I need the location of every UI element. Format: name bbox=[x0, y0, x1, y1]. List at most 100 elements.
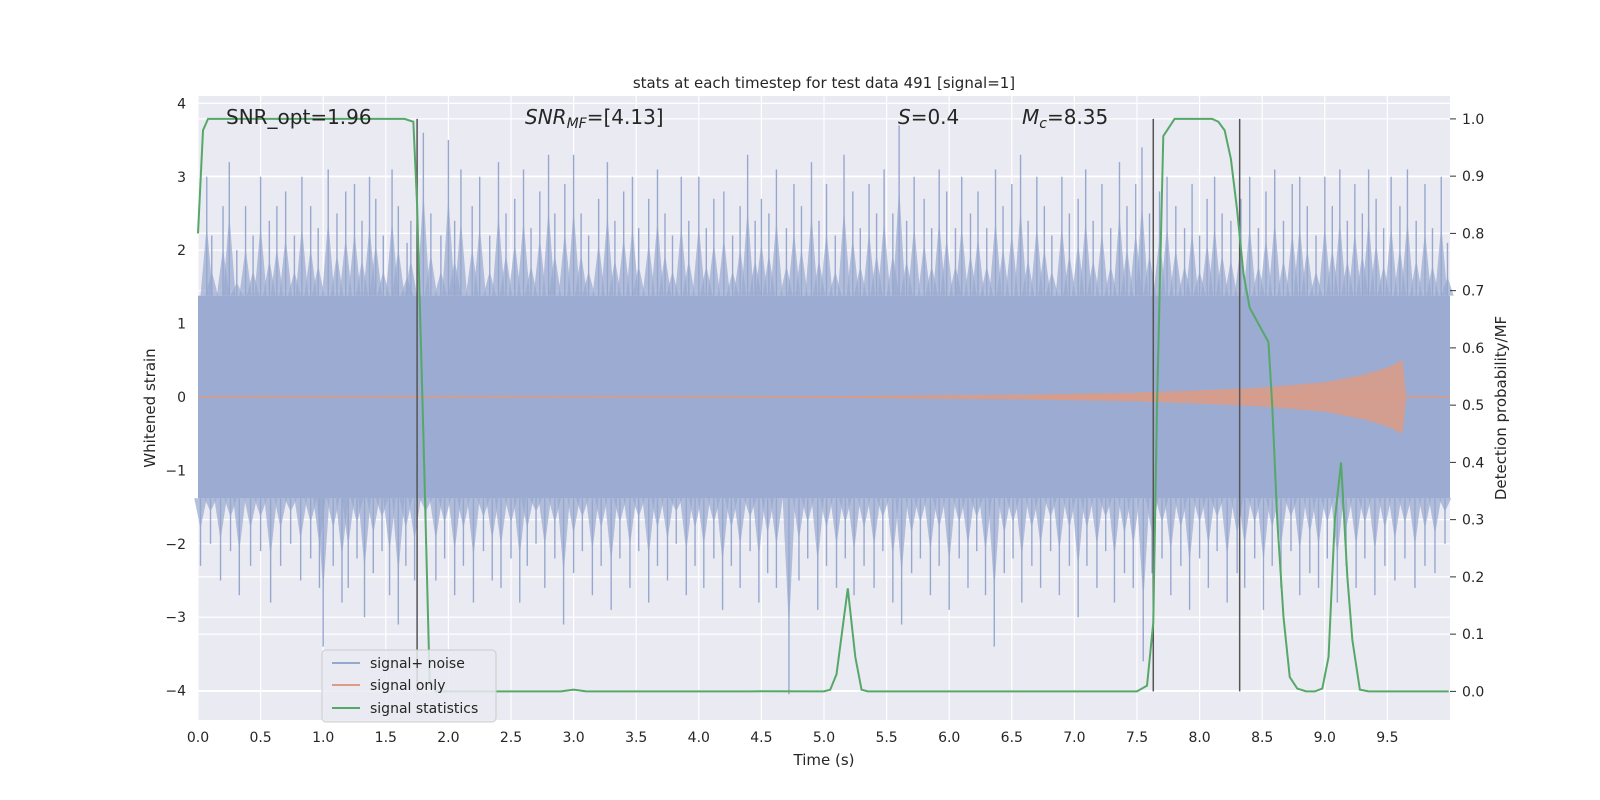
noise-spike-fill bbox=[574, 253, 588, 296]
noise-spike-fill bbox=[1238, 498, 1251, 546]
noise-spike-fill bbox=[792, 498, 806, 541]
y-right-tick-label: 0.0 bbox=[1462, 684, 1484, 700]
noise-spike-fill bbox=[321, 219, 335, 296]
noise-spike-fill bbox=[651, 219, 664, 296]
y-tick-label: −2 bbox=[165, 537, 186, 553]
noise-spike-fill bbox=[404, 259, 418, 296]
noise-spike-fill bbox=[521, 498, 534, 529]
noise-spike-fill bbox=[998, 498, 1011, 535]
noise-spike-fill bbox=[567, 498, 580, 535]
noise-spike-fill bbox=[1183, 498, 1196, 564]
noise-spike-fill bbox=[1368, 498, 1382, 552]
noise-spike-fill bbox=[1071, 498, 1085, 569]
statistics-line bbox=[197, 117, 1449, 693]
noise-spike-fill bbox=[1215, 253, 1229, 296]
noise-spike-fill bbox=[1118, 498, 1131, 535]
noise-spike-fill bbox=[988, 498, 1001, 592]
noise-spike-fill bbox=[1312, 498, 1325, 546]
noise-spike-fill bbox=[608, 259, 622, 296]
y-tick-label: 3 bbox=[177, 170, 186, 186]
noise-spike-fill bbox=[658, 253, 672, 296]
noise-spike-fill bbox=[339, 236, 352, 296]
noise-spike-fill bbox=[1274, 498, 1288, 546]
noise-spike-fill bbox=[417, 190, 430, 296]
x-tick-label: 5.5 bbox=[875, 730, 897, 746]
noise-spike-fill bbox=[557, 498, 570, 575]
noise-spike-fill bbox=[304, 498, 317, 523]
noise-spike-fill bbox=[304, 248, 317, 296]
noise-spike-fill bbox=[399, 498, 413, 529]
noise-spike-fill bbox=[1426, 265, 1439, 296]
y-tick-label: 4 bbox=[177, 96, 186, 112]
noise-spike-fill bbox=[886, 498, 900, 558]
y-tick-label: 0 bbox=[177, 390, 186, 406]
y-right-tick-label: 0.4 bbox=[1462, 455, 1484, 471]
noise-spike-fill bbox=[1348, 230, 1362, 296]
signal-statistics-series bbox=[197, 117, 1449, 693]
x-tick-label: 8.0 bbox=[1188, 730, 1210, 746]
noise-spike-fill bbox=[284, 498, 297, 512]
noise-spike-fill bbox=[697, 498, 711, 546]
noise-spike-fill bbox=[533, 236, 547, 296]
noise-spike-fill bbox=[369, 242, 383, 296]
noise-spike-fill bbox=[1224, 259, 1238, 296]
noise-spike-fill bbox=[651, 498, 664, 529]
noise-spike-fill bbox=[270, 248, 284, 296]
noise-spike-fill bbox=[316, 498, 330, 592]
x-tick-label: 3.0 bbox=[562, 730, 584, 746]
noise-spike-fill bbox=[513, 498, 527, 558]
y-right-tick-label: 1.0 bbox=[1462, 112, 1484, 128]
legend-label-signal: signal only bbox=[370, 678, 445, 694]
y-right-tick-label: 0.6 bbox=[1462, 341, 1484, 357]
noise-spike-fill bbox=[274, 498, 287, 529]
noise-spike-fill bbox=[383, 498, 396, 552]
noise-spike-fill bbox=[1398, 498, 1412, 523]
x-tick-label: 6.0 bbox=[938, 730, 960, 746]
noise-spike-fill bbox=[499, 253, 513, 296]
noise-spike-fill bbox=[392, 248, 405, 296]
noise-spike-fill bbox=[854, 265, 867, 296]
noise-spike-fill bbox=[626, 225, 639, 296]
x-tick-label: 9.5 bbox=[1376, 730, 1398, 746]
x-tick-label: 0.5 bbox=[249, 730, 271, 746]
noise-spike-fill bbox=[1135, 202, 1149, 296]
noise-spike-fill bbox=[770, 219, 783, 296]
noise-spike-fill bbox=[876, 498, 890, 518]
noise-spike-fill bbox=[632, 498, 645, 518]
noise-spike-fill bbox=[1080, 498, 1094, 529]
noise-spike-fill bbox=[642, 498, 655, 558]
noise-spike-fill bbox=[438, 498, 451, 523]
y-axis-label: Whitened strain bbox=[141, 348, 159, 467]
noise-spike-fill bbox=[1053, 498, 1066, 552]
noise-spike-fill bbox=[1438, 498, 1452, 512]
annotation-snr-opt: SNR_opt=1.96 bbox=[226, 105, 372, 129]
noise-spike-fill bbox=[924, 498, 937, 552]
y-right-tick-label: 0.9 bbox=[1462, 169, 1484, 185]
noise-spike-fill bbox=[454, 219, 468, 296]
noise-spike-fill bbox=[1220, 498, 1234, 558]
noise-spike-fill bbox=[601, 213, 614, 296]
noise-spike-fill bbox=[1303, 498, 1317, 535]
x-tick-label: 3.5 bbox=[625, 730, 647, 746]
noise-spike-fill bbox=[1388, 498, 1402, 541]
noise-spike-fill bbox=[867, 498, 881, 546]
noise-spike-fill bbox=[492, 213, 505, 296]
noise-spike-fill bbox=[508, 242, 522, 296]
x-tick-label: 2.0 bbox=[437, 730, 459, 746]
noise-spike-fill bbox=[1331, 498, 1344, 558]
noise-spike-fill bbox=[576, 498, 589, 518]
noise-spike-fill bbox=[604, 498, 618, 564]
noise-spike-fill bbox=[917, 242, 931, 296]
noise-spike-fill bbox=[1277, 259, 1290, 296]
x-tick-label: 9.0 bbox=[1314, 730, 1336, 746]
noise-spike-fill bbox=[517, 219, 530, 296]
noise-spike-fill bbox=[1408, 498, 1422, 546]
noise-spike-fill bbox=[1005, 230, 1019, 296]
noise-spike-fill bbox=[717, 236, 731, 296]
noise-spike-fill bbox=[1259, 236, 1273, 296]
noise-spike-fill bbox=[1401, 219, 1414, 296]
noise-spike-fill bbox=[1045, 271, 1059, 296]
noise-spike-fill bbox=[805, 213, 818, 296]
noise-spike-fill bbox=[613, 498, 627, 523]
noise-spike-fill bbox=[857, 498, 871, 529]
